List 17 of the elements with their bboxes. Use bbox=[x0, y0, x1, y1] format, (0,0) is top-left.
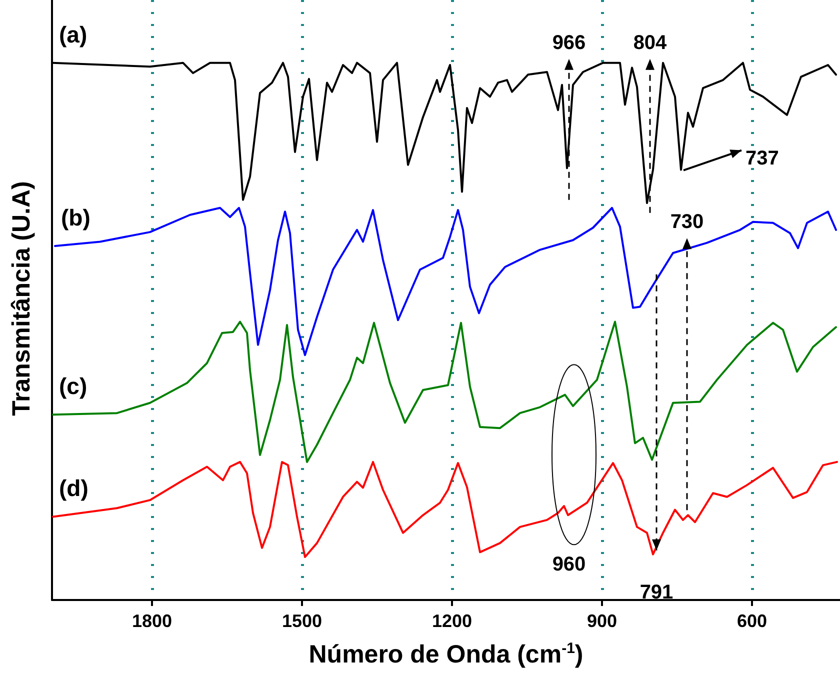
x-axis-title: Número de Onda (cm$^{-1}$) bbox=[308, 640, 584, 670]
annotation: 730 bbox=[670, 211, 704, 234]
annotation: 966 bbox=[552, 32, 586, 54]
x-tick-label: 1200 bbox=[432, 611, 472, 631]
x-tick-label: 1500 bbox=[282, 611, 322, 631]
x-tick-label: 1800 bbox=[132, 611, 172, 631]
x-tick-label: 900 bbox=[586, 611, 618, 631]
annotation: 791 bbox=[640, 581, 674, 604]
series-label: (b) bbox=[61, 204, 90, 231]
annotation: 960 bbox=[552, 554, 586, 576]
y-axis-title: Transmitância (U.A) bbox=[8, 180, 36, 418]
x-tick-label: 600 bbox=[736, 611, 768, 631]
annotation: 804 bbox=[633, 32, 668, 54]
series-label: (d) bbox=[59, 475, 88, 502]
series-label: (c) bbox=[59, 373, 88, 400]
series-label: (a) bbox=[59, 21, 88, 48]
annotation: 737 bbox=[746, 147, 779, 170]
